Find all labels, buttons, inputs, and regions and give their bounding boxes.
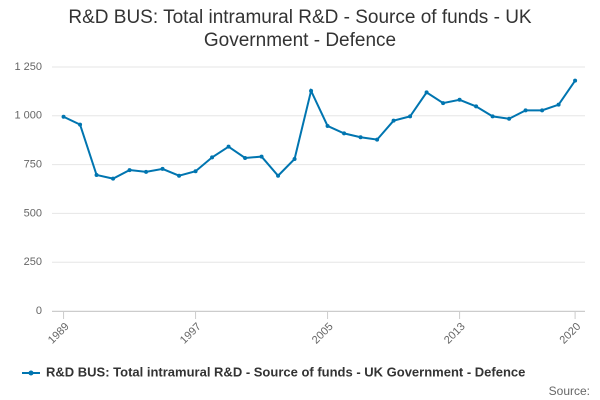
- point: [490, 114, 495, 119]
- point: [408, 114, 413, 119]
- point: [127, 168, 132, 173]
- point: [276, 173, 281, 178]
- point: [375, 137, 380, 142]
- point: [243, 155, 248, 160]
- y-tick-label: 500: [24, 207, 42, 219]
- point: [94, 172, 99, 177]
- point: [226, 144, 231, 149]
- point: [424, 90, 429, 95]
- x-tick-label: 2020: [557, 321, 583, 347]
- point: [193, 169, 198, 174]
- point: [210, 155, 215, 160]
- y-tick-label: 1 250: [14, 61, 42, 73]
- point: [309, 88, 314, 93]
- point: [358, 135, 363, 140]
- point: [523, 108, 528, 113]
- point: [573, 78, 578, 83]
- legend-marker: [28, 370, 34, 376]
- point: [540, 108, 545, 113]
- point: [160, 166, 165, 171]
- x-tick-label: 2013: [442, 321, 468, 347]
- point: [441, 101, 446, 106]
- y-tick-label: 750: [24, 159, 42, 171]
- line: [63, 80, 576, 180]
- y-tick-label: 0: [36, 305, 42, 317]
- point: [259, 154, 264, 159]
- point: [177, 173, 182, 178]
- y-tick-label: 1 000: [14, 110, 42, 122]
- point: [61, 114, 66, 119]
- point: [342, 131, 347, 136]
- x-tick-label: 1997: [178, 321, 204, 347]
- chart-title: R&D BUS: Total intramural R&D - Source o…: [68, 7, 532, 51]
- source: Source:: [549, 384, 590, 398]
- y-tick-label: 250: [24, 256, 42, 268]
- point: [556, 102, 561, 107]
- point: [292, 156, 297, 161]
- point: [111, 176, 116, 181]
- point: [78, 122, 83, 127]
- x-tick-label: 1989: [46, 321, 72, 347]
- point: [144, 169, 149, 174]
- point: [457, 97, 462, 102]
- point: [507, 116, 512, 121]
- legend-label: R&D BUS: Total intramural R&D - Source o…: [46, 364, 525, 379]
- point: [391, 118, 396, 123]
- point: [325, 123, 330, 128]
- point: [474, 104, 479, 109]
- x-tick-label: 2005: [310, 321, 336, 347]
